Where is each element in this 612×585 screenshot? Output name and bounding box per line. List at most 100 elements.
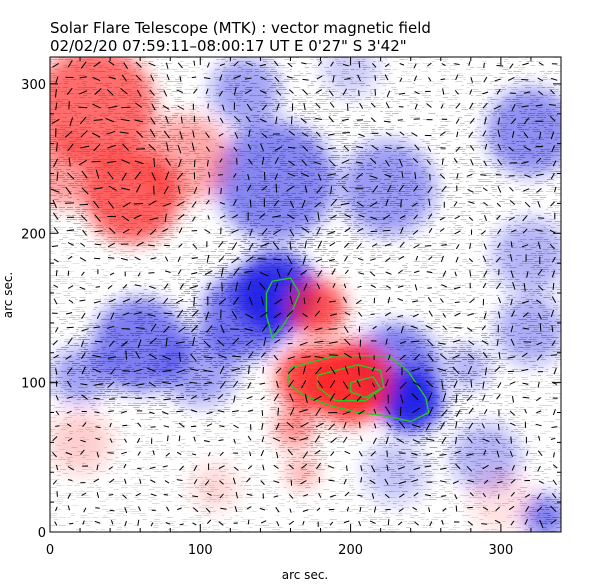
- noise-streak: [282, 97, 285, 98]
- noise-streak: [560, 251, 561, 252]
- noise-streak: [407, 79, 411, 80]
- noise-streak: [475, 245, 483, 246]
- noise-streak: [197, 247, 206, 248]
- noise-streak: [539, 295, 543, 296]
- noise-streak: [445, 141, 452, 142]
- noise-streak: [292, 61, 297, 62]
- noise-streak: [388, 81, 392, 82]
- noise-streak: [443, 215, 447, 216]
- noise-streak: [513, 67, 520, 68]
- noise-streak: [506, 67, 509, 68]
- noise-streak: [260, 247, 267, 248]
- noise-streak: [518, 69, 525, 70]
- noise-streak: [251, 255, 260, 256]
- noise-streak: [465, 145, 473, 146]
- noise-streak: [381, 261, 389, 262]
- noise-streak: [188, 239, 191, 240]
- noise-streak: [302, 259, 311, 260]
- noise-streak: [545, 221, 552, 222]
- noise-streak: [359, 105, 368, 106]
- noise-streak: [557, 301, 561, 302]
- noise-streak: [495, 281, 502, 282]
- noise-streak: [303, 95, 309, 96]
- noise-streak: [158, 81, 164, 82]
- noise-streak: [109, 297, 113, 298]
- noise-streak: [441, 133, 447, 134]
- noise-streak: [422, 263, 427, 264]
- noise-streak: [70, 283, 77, 284]
- noise-streak: [94, 271, 99, 272]
- noise-streak: [225, 61, 228, 62]
- noise-streak: [134, 265, 138, 266]
- noise-streak: [478, 103, 483, 104]
- noise-streak: [458, 181, 464, 182]
- noise-streak: [310, 127, 319, 128]
- noise-streak: [462, 129, 467, 130]
- noise-streak: [108, 255, 111, 256]
- noise-streak: [193, 227, 200, 228]
- noise-streak: [364, 99, 368, 100]
- noise-streak: [483, 147, 486, 148]
- noise-streak: [549, 299, 553, 300]
- noise-streak: [50, 277, 54, 278]
- noise-streak: [336, 205, 343, 206]
- noise-streak: [171, 257, 179, 258]
- noise-streak: [346, 245, 354, 246]
- noise-streak: [489, 287, 493, 288]
- noise-streak: [192, 297, 199, 298]
- noise-streak: [349, 237, 358, 238]
- noise-streak: [166, 111, 171, 112]
- noise-streak: [468, 191, 471, 192]
- noise-streak: [322, 221, 331, 222]
- noise-streak: [108, 247, 116, 248]
- noise-streak: [320, 225, 324, 226]
- noise-streak: [325, 127, 329, 128]
- noise-streak: [275, 75, 279, 76]
- noise-streak: [413, 265, 419, 266]
- noise-streak: [442, 87, 449, 88]
- noise-streak: [103, 249, 108, 250]
- noise-streak: [314, 275, 318, 276]
- noise-streak: [531, 203, 536, 204]
- noise-streak: [419, 225, 428, 226]
- noise-streak: [535, 181, 543, 182]
- noise-streak: [406, 135, 413, 136]
- noise-streak: [283, 253, 290, 254]
- noise-streak: [421, 265, 427, 266]
- noise-streak: [129, 281, 138, 282]
- noise-streak: [380, 77, 388, 78]
- noise-streak: [139, 267, 142, 268]
- noise-streak: [181, 231, 189, 232]
- noise-streak: [431, 293, 439, 294]
- noise-streak: [370, 307, 376, 308]
- noise-streak: [554, 85, 557, 86]
- noise-streak: [475, 83, 482, 84]
- noise-streak: [471, 173, 477, 174]
- noise-streak: [552, 223, 560, 224]
- noise-streak: [332, 255, 336, 256]
- noise-streak: [462, 293, 466, 294]
- noise-streak: [149, 285, 156, 286]
- noise-streak: [239, 251, 247, 252]
- noise-streak: [441, 247, 447, 248]
- noise-streak: [204, 219, 209, 220]
- noise-streak: [530, 65, 536, 66]
- noise-streak: [491, 189, 497, 190]
- noise-streak: [480, 109, 487, 110]
- noise-streak: [434, 205, 442, 206]
- noise-streak: [305, 237, 313, 238]
- noise-streak: [435, 59, 441, 60]
- noise-streak: [278, 67, 281, 68]
- noise-streak: [151, 293, 159, 294]
- noise-streak: [340, 137, 348, 138]
- noise-streak: [444, 233, 451, 234]
- noise-streak: [443, 61, 448, 62]
- noise-streak: [244, 255, 252, 256]
- noise-streak: [360, 143, 368, 144]
- noise-streak: [447, 195, 455, 196]
- noise-streak: [500, 307, 505, 308]
- noise-streak: [471, 75, 480, 76]
- noise-streak: [497, 185, 502, 186]
- noise-streak: [294, 95, 297, 96]
- noise-streak: [333, 207, 341, 208]
